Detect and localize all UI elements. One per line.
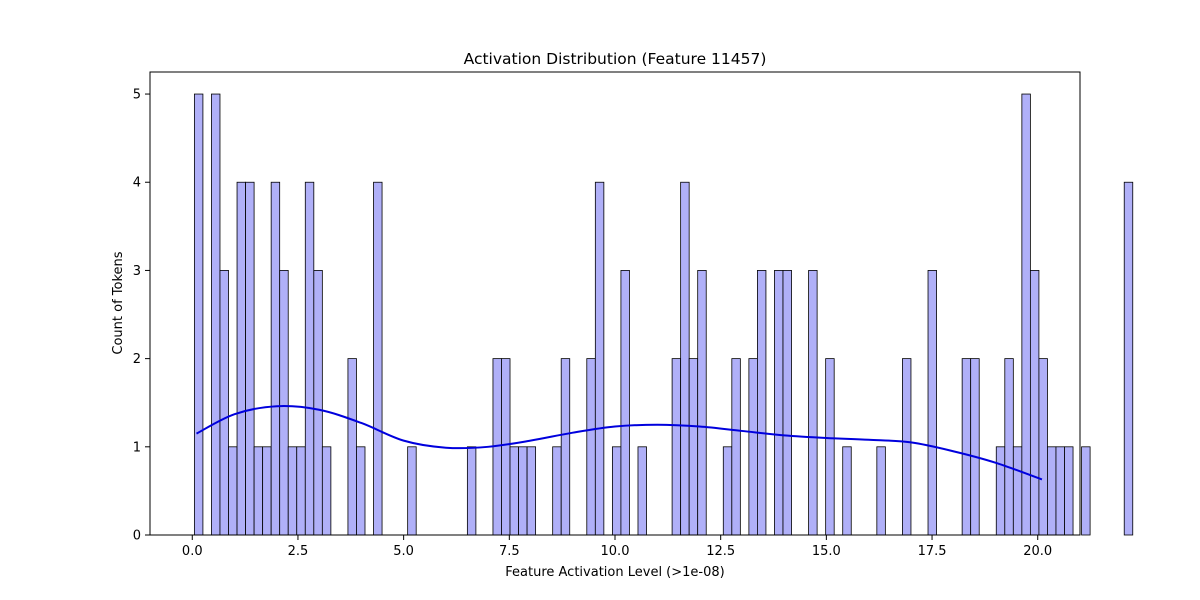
histogram-bar bbox=[245, 181, 255, 536]
x-axis-label: Feature Activation Level (>1e-08) bbox=[505, 565, 724, 580]
x-tick-label: 20.0 bbox=[1023, 544, 1052, 559]
x-tick-label: 5.0 bbox=[393, 544, 414, 559]
histogram-bar bbox=[193, 93, 204, 536]
histogram-bar bbox=[1047, 446, 1057, 536]
histogram-bar bbox=[722, 446, 733, 536]
histogram-bar bbox=[620, 270, 630, 536]
histogram-bar bbox=[637, 446, 647, 536]
y-axis-label: Count of Tokens bbox=[111, 251, 126, 354]
histogram-bar bbox=[236, 181, 246, 536]
x-tick-label: 7.5 bbox=[499, 544, 520, 559]
bars-layer bbox=[193, 93, 1134, 536]
histogram-bar bbox=[808, 270, 818, 536]
histogram-bar bbox=[1038, 358, 1048, 536]
histogram-bar bbox=[995, 446, 1006, 536]
histogram-bar bbox=[825, 358, 835, 536]
y-tick-label: 3 bbox=[133, 264, 141, 279]
histogram-bar bbox=[228, 446, 238, 536]
histogram-bar bbox=[902, 358, 912, 536]
histogram-bar bbox=[262, 446, 272, 536]
y-tick-label: 1 bbox=[133, 440, 141, 455]
histogram-bar bbox=[356, 446, 366, 536]
y-tick-label: 5 bbox=[133, 88, 141, 103]
histogram-bar bbox=[321, 446, 332, 536]
y-tick-label: 4 bbox=[133, 176, 141, 191]
histogram-bar bbox=[774, 270, 784, 536]
histogram-bar bbox=[688, 358, 699, 536]
histogram-bar bbox=[407, 446, 417, 536]
histogram-bar bbox=[697, 270, 707, 536]
histogram-bar bbox=[611, 446, 622, 536]
histogram-bar bbox=[219, 270, 229, 536]
histogram-bar bbox=[961, 358, 972, 536]
histogram-bar bbox=[1029, 270, 1040, 536]
x-tick-label: 0.0 bbox=[182, 544, 203, 559]
histogram-bar bbox=[560, 358, 571, 536]
kde-layer bbox=[196, 405, 1043, 481]
x-tick-label: 2.5 bbox=[288, 544, 309, 559]
histogram-bar bbox=[509, 446, 519, 536]
histogram-bar bbox=[842, 446, 852, 536]
histogram-bar bbox=[279, 270, 289, 536]
histogram-bar bbox=[748, 358, 758, 536]
histogram-bar bbox=[1021, 93, 1031, 536]
histogram-bar bbox=[552, 446, 562, 536]
y-tick-label: 2 bbox=[133, 352, 141, 367]
histogram-bar bbox=[287, 446, 298, 536]
histogram-bar bbox=[876, 446, 886, 536]
histogram-bar bbox=[518, 446, 528, 536]
histogram-bar bbox=[970, 358, 980, 536]
ticks-layer: 0.0 2.5 5.0 7.5 10.0 12.5 15.0 17.5 20.0 0 1 2 3 4 5 bbox=[133, 88, 1052, 559]
histogram-bar bbox=[1012, 446, 1023, 536]
x-tick-label: 10.0 bbox=[601, 544, 630, 559]
histogram-bar bbox=[1004, 358, 1014, 536]
histogram-bar bbox=[211, 93, 221, 536]
histogram-bar bbox=[680, 181, 690, 536]
histogram-bar bbox=[253, 446, 264, 536]
histogram-bar bbox=[1064, 446, 1074, 536]
chart-title: Activation Distribution (Feature 11457) bbox=[464, 50, 767, 68]
histogram-bar bbox=[466, 446, 477, 536]
histogram-bar bbox=[270, 181, 281, 536]
histogram-bar bbox=[526, 446, 537, 536]
histogram-bar bbox=[373, 181, 383, 536]
y-tick-label: 0 bbox=[133, 529, 141, 544]
histogram-bar bbox=[782, 270, 792, 536]
x-tick-label: 15.0 bbox=[812, 544, 841, 559]
histogram-bar bbox=[313, 270, 323, 536]
histogram-bar bbox=[671, 358, 682, 536]
histogram-bar bbox=[757, 270, 767, 536]
histogram-bar bbox=[304, 181, 315, 536]
histogram-bar bbox=[594, 181, 605, 536]
histogram-bar bbox=[1081, 446, 1091, 536]
histogram-bar bbox=[731, 358, 741, 536]
x-tick-label: 17.5 bbox=[918, 544, 947, 559]
histogram-bar bbox=[586, 358, 596, 536]
histogram-bar bbox=[1123, 181, 1134, 536]
histogram-bar bbox=[347, 358, 357, 536]
histogram-bar bbox=[1055, 446, 1065, 536]
histogram-bar bbox=[296, 446, 306, 536]
kde-line bbox=[196, 405, 1043, 481]
histogram-bar bbox=[501, 358, 511, 536]
x-tick-label: 12.5 bbox=[706, 544, 735, 559]
histogram-bar bbox=[927, 270, 937, 536]
